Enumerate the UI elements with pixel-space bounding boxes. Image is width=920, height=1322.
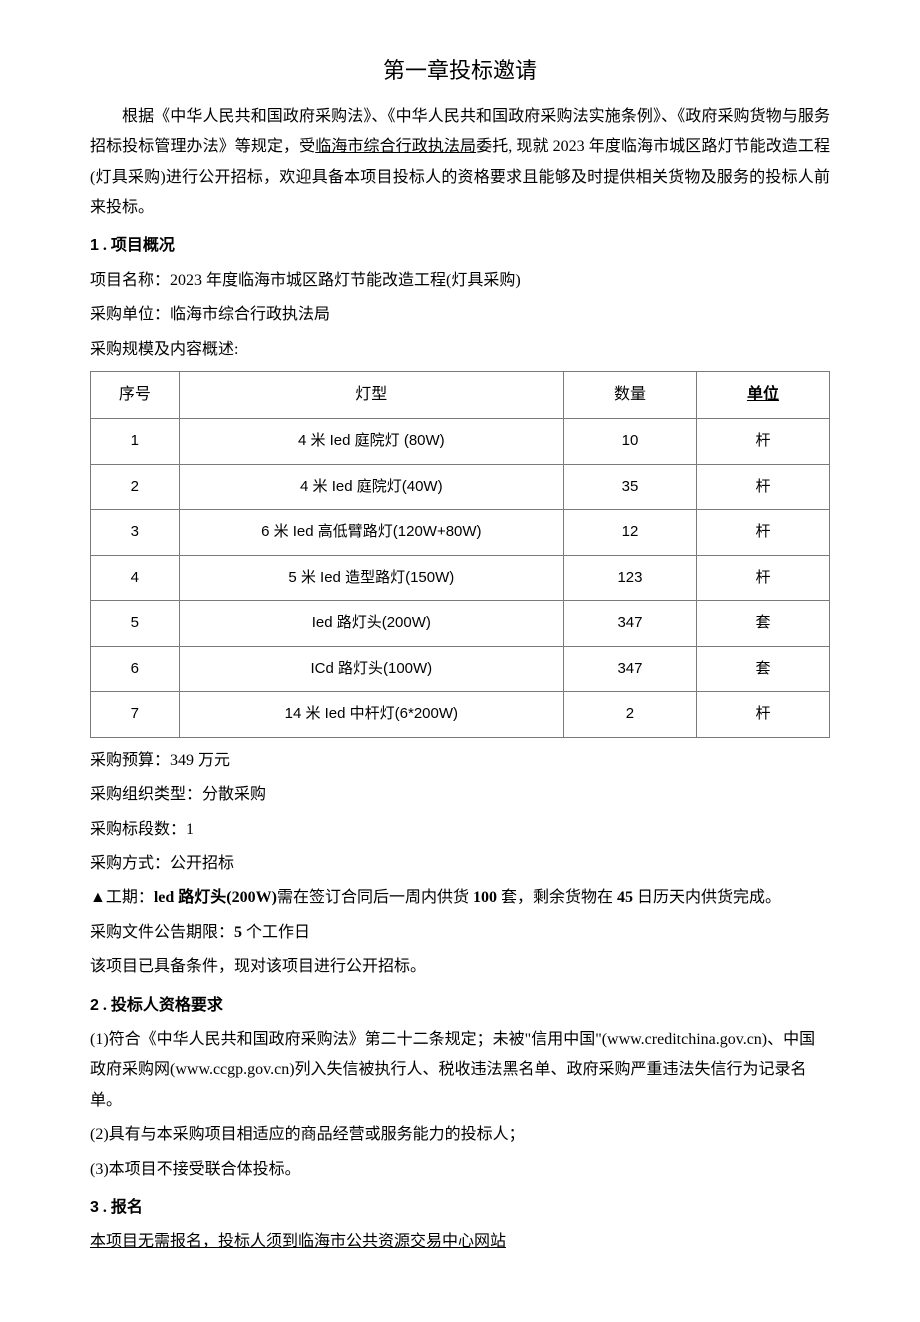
- duration-end: 日历天内供货完成。: [637, 889, 781, 906]
- duration-mid-1: 需在签订合同后一周内供货: [277, 889, 473, 906]
- duration-line: ▲工期：led 路灯头(200W)需在签订合同后一周内供货 100 套，剩余货物…: [90, 883, 830, 913]
- th-type: 灯型: [179, 371, 563, 418]
- chapter-title: 第一章投标邀请: [90, 50, 830, 92]
- intro-paragraph: 根据《中华人民共和国政府采购法》、《中华人民共和国政府采购法实施条例》、《政府采…: [90, 102, 830, 224]
- table-row: 714 米 Ied 中杆灯(6*200W)2杆: [91, 692, 830, 738]
- qualification-item-3: (3)本项目不接受联合体投标。: [90, 1155, 830, 1185]
- td-unit: 杆: [696, 555, 829, 601]
- td-qty: 12: [563, 510, 696, 556]
- section-1-num: 1: [90, 237, 99, 254]
- budget-line: 采购预算：349 万元: [90, 746, 830, 776]
- table-row: 14 米 Ied 庭院灯 (80W)10杆: [91, 419, 830, 465]
- section-3-title: . 报名: [99, 1199, 143, 1216]
- td-unit: 杆: [696, 692, 829, 738]
- project-name-line: 项目名称：2023 年度临海市城区路灯节能改造工程(灯具采购): [90, 266, 830, 296]
- td-qty: 10: [563, 419, 696, 465]
- table-row: 6ICd 路灯头(100W)347套: [91, 646, 830, 692]
- td-qty: 347: [563, 601, 696, 647]
- qualification-item-1: (1)符合《中华人民共和国政府采购法》第二十二条规定；未被"信用中国"(www.…: [90, 1025, 830, 1116]
- announce-prefix: 采购文件公告期限：: [90, 924, 234, 941]
- section-2-title: . 投标人资格要求: [99, 997, 223, 1014]
- td-qty: 347: [563, 646, 696, 692]
- td-unit: 套: [696, 646, 829, 692]
- section-1-title: . 项目概况: [99, 237, 175, 254]
- td-unit: 套: [696, 601, 829, 647]
- table-header-row: 序号 灯型 数量 单位: [91, 371, 830, 418]
- project-name-label: 项目名称：: [90, 272, 170, 289]
- td-seq: 2: [91, 464, 180, 510]
- duration-bold-3: 45: [617, 889, 637, 906]
- announce-line: 采购文件公告期限：5 个工作日: [90, 918, 830, 948]
- duration-mid-2: 套，剩余货物在: [501, 889, 617, 906]
- td-type: 14 米 Ied 中杆灯(6*200W): [179, 692, 563, 738]
- td-type: 5 米 Ied 造型路灯(150W): [179, 555, 563, 601]
- td-seq: 7: [91, 692, 180, 738]
- td-unit: 杆: [696, 419, 829, 465]
- th-qty: 数量: [563, 371, 696, 418]
- td-seq: 1: [91, 419, 180, 465]
- section-3-num: 3: [90, 1199, 99, 1216]
- buyer-label: 采购单位：: [90, 306, 170, 323]
- scope-label: 采购规模及内容概述:: [90, 335, 830, 365]
- buyer-line: 采购单位：临海市综合行政执法局: [90, 300, 830, 330]
- buyer-value: 临海市综合行政执法局: [170, 306, 330, 323]
- td-seq: 3: [91, 510, 180, 556]
- announce-bold: 5: [234, 924, 246, 941]
- td-type: 4 米 Ied 庭院灯 (80W): [179, 419, 563, 465]
- ready-line: 该项目已具备条件，现对该项目进行公开招标。: [90, 952, 830, 982]
- td-qty: 123: [563, 555, 696, 601]
- td-seq: 5: [91, 601, 180, 647]
- section-1-heading: 1 . 项目概况: [90, 231, 830, 261]
- td-seq: 4: [91, 555, 180, 601]
- duration-prefix: ▲工期：: [90, 889, 154, 906]
- registration-line: 本项目无需报名，投标人须到临海市公共资源交易中心网站: [90, 1227, 830, 1257]
- td-type: 4 米 Ied 庭院灯(40W): [179, 464, 563, 510]
- duration-bold-2: 100: [473, 889, 501, 906]
- th-seq: 序号: [91, 371, 180, 418]
- section-2-heading: 2 . 投标人资格要求: [90, 991, 830, 1021]
- method-line: 采购方式：公开招标: [90, 849, 830, 879]
- section-2-num: 2: [90, 997, 99, 1014]
- td-type: ICd 路灯头(100W): [179, 646, 563, 692]
- org-type-line: 采购组织类型：分散采购: [90, 780, 830, 810]
- td-unit: 杆: [696, 510, 829, 556]
- td-type: 6 米 Ied 高低臂路灯(120W+80W): [179, 510, 563, 556]
- td-seq: 6: [91, 646, 180, 692]
- qualification-item-2: (2)具有与本采购项目相适应的商品经营或服务能力的投标人；: [90, 1120, 830, 1150]
- intro-entrusting-unit: 临海市综合行政执法局: [315, 138, 476, 155]
- duration-bold-1: led 路灯头(200W): [154, 889, 277, 906]
- items-table: 序号 灯型 数量 单位 14 米 Ied 庭院灯 (80W)10杆24 米 Ie…: [90, 371, 830, 738]
- project-name-value: 2023 年度临海市城区路灯节能改造工程(灯具采购): [170, 272, 521, 289]
- table-row: 45 米 Ied 造型路灯(150W)123杆: [91, 555, 830, 601]
- sections-count-line: 采购标段数：1: [90, 815, 830, 845]
- table-row: 24 米 Ied 庭院灯(40W)35杆: [91, 464, 830, 510]
- td-qty: 35: [563, 464, 696, 510]
- table-row: 5Ied 路灯头(200W)347套: [91, 601, 830, 647]
- section-3-heading: 3 . 报名: [90, 1193, 830, 1223]
- table-row: 36 米 Ied 高低臂路灯(120W+80W)12杆: [91, 510, 830, 556]
- th-unit: 单位: [696, 371, 829, 418]
- td-type: Ied 路灯头(200W): [179, 601, 563, 647]
- td-unit: 杆: [696, 464, 829, 510]
- td-qty: 2: [563, 692, 696, 738]
- announce-suffix: 个工作日: [246, 924, 310, 941]
